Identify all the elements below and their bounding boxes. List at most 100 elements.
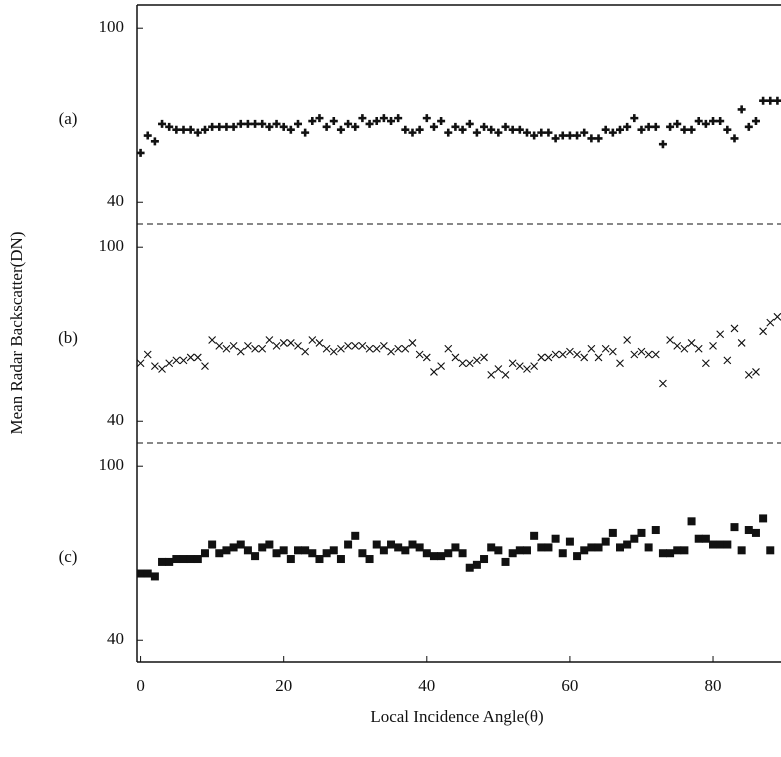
point [308,117,317,126]
point [687,517,696,526]
point [379,546,388,555]
point [558,131,567,140]
point [301,546,310,555]
y-tick-label: 100 [99,455,125,474]
point [236,347,245,356]
point [387,540,396,549]
point [480,353,488,362]
point [472,128,481,137]
point [644,350,653,359]
point [637,528,646,537]
point [658,549,667,558]
point [444,128,453,137]
point [315,555,324,564]
point [136,148,145,157]
point [172,356,181,365]
point [508,549,517,558]
point [630,114,639,123]
point [358,341,367,350]
point [229,543,238,552]
point [251,552,260,561]
point [208,122,217,131]
point [394,114,403,123]
point [651,350,660,359]
point [694,344,703,353]
point [759,514,768,523]
point [258,344,267,353]
point [766,318,775,327]
point [408,540,417,549]
point [723,125,732,134]
point [229,341,238,350]
point [623,336,632,344]
point [458,549,467,558]
point [544,353,553,362]
point [179,555,188,564]
point [430,368,438,376]
y-tick-label: 40 [107,191,124,210]
point [573,552,582,561]
x-axis-label: Local Incidence Angle(θ) [370,707,543,726]
point [773,96,781,105]
point [408,128,417,137]
point [580,546,589,555]
point [480,555,489,564]
point [487,370,496,379]
point [587,543,596,552]
point [186,125,195,134]
point [680,344,689,353]
point [208,540,217,549]
point [737,105,746,114]
point [701,119,710,128]
point [151,362,159,371]
point [580,128,589,137]
point [422,549,431,558]
point [136,569,145,578]
point [651,122,660,131]
point [344,119,353,128]
point [429,122,438,131]
point [172,125,181,134]
point [358,114,367,123]
point [573,131,582,140]
point [315,339,324,347]
point [143,131,152,140]
point [465,359,474,368]
point [351,341,360,350]
point [522,546,531,555]
point [215,341,224,350]
point [165,122,174,131]
point [193,353,202,362]
point [458,125,467,134]
point [565,537,574,546]
point [630,350,639,359]
point [301,128,310,137]
point [666,336,674,344]
point [408,339,417,347]
point [494,365,503,373]
point [150,137,159,146]
point [165,557,174,566]
point [344,540,353,549]
point [193,128,202,137]
point [744,370,753,379]
point [394,543,403,552]
point [215,549,224,558]
point [658,140,667,149]
x-tick-label: 0 [136,676,145,695]
point [351,531,360,540]
y-axis-label: Mean Radar Backscatter(DN) [7,232,26,435]
point [737,339,746,347]
point [694,534,703,543]
point [258,119,267,128]
point [530,362,539,371]
point [437,362,445,371]
point [523,365,531,373]
point [551,350,560,359]
point [329,546,338,555]
point [730,134,739,143]
point [143,350,152,359]
point [716,117,725,126]
point [673,546,682,555]
